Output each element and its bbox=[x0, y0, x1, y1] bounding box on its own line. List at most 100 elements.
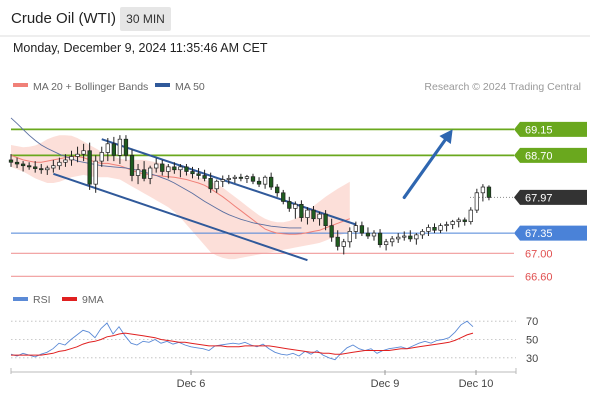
candle bbox=[148, 165, 153, 185]
candle bbox=[377, 229, 383, 248]
candle bbox=[305, 207, 310, 225]
candle bbox=[117, 135, 123, 164]
candle bbox=[160, 159, 165, 176]
candle-body bbox=[129, 154, 135, 176]
candle bbox=[462, 217, 467, 226]
price-levels bbox=[11, 128, 514, 277]
ma9-legend-swatch bbox=[62, 297, 77, 301]
candle-body bbox=[238, 176, 244, 179]
candle-body bbox=[14, 161, 20, 165]
rsi-tick-50: 50 bbox=[526, 335, 538, 347]
candle bbox=[75, 146, 80, 163]
candle-body bbox=[69, 156, 74, 161]
level-label-66.60: 66.60 bbox=[525, 271, 553, 283]
candle-body bbox=[420, 231, 425, 236]
candle-body bbox=[353, 225, 358, 232]
ma9-legend-label: 9MA bbox=[82, 294, 104, 306]
candle-body bbox=[33, 166, 38, 169]
candle-body bbox=[474, 192, 479, 211]
candle bbox=[20, 161, 26, 172]
candle-body bbox=[287, 201, 292, 209]
candle bbox=[359, 221, 365, 237]
candle-body bbox=[172, 166, 177, 171]
rsi-line bbox=[10, 320, 474, 361]
candle bbox=[311, 206, 316, 222]
candle bbox=[474, 188, 479, 213]
candle-body bbox=[341, 241, 346, 247]
level-tag-68.70 bbox=[514, 147, 587, 163]
candle-body bbox=[20, 163, 26, 167]
candle bbox=[426, 224, 431, 237]
ma20-legend-label: MA 20 + Bollinger Bands bbox=[33, 81, 148, 93]
level-label-67.35: 67.35 bbox=[525, 228, 553, 240]
candle-body bbox=[232, 176, 238, 179]
candle bbox=[468, 207, 473, 225]
candle-body bbox=[480, 186, 486, 194]
candlesticks bbox=[8, 135, 492, 255]
candle bbox=[196, 168, 201, 180]
candle bbox=[93, 155, 98, 193]
candle bbox=[8, 154, 14, 167]
rsi-tick-30: 30 bbox=[526, 353, 538, 365]
candle bbox=[14, 157, 20, 169]
candle-body bbox=[214, 180, 219, 190]
candle bbox=[269, 172, 274, 190]
candle bbox=[402, 231, 407, 241]
candle-body bbox=[305, 209, 310, 218]
candle bbox=[256, 177, 262, 188]
candle-body bbox=[432, 227, 437, 231]
candle bbox=[232, 174, 238, 183]
candle-body bbox=[359, 225, 365, 234]
timeframe-badge[interactable] bbox=[120, 7, 171, 31]
arrow-head bbox=[439, 129, 453, 145]
candle-body bbox=[323, 213, 328, 226]
candle bbox=[172, 162, 177, 174]
candle bbox=[293, 201, 298, 219]
candle-body bbox=[105, 143, 110, 153]
candle bbox=[87, 142, 92, 190]
candle-body bbox=[329, 225, 334, 238]
candle bbox=[226, 174, 231, 185]
candle-body bbox=[377, 232, 383, 246]
candle bbox=[135, 163, 141, 185]
candle bbox=[486, 185, 492, 201]
candle-body bbox=[202, 175, 207, 179]
candle-body bbox=[154, 163, 159, 169]
candle-body bbox=[87, 150, 92, 185]
rsi-legend-swatch bbox=[13, 297, 28, 301]
candle-body bbox=[262, 176, 268, 185]
candle bbox=[39, 163, 44, 174]
candle-body bbox=[141, 169, 147, 179]
candle bbox=[396, 233, 401, 243]
level-tag-67.35 bbox=[514, 225, 587, 241]
rsi-legend-label: RSI bbox=[33, 294, 51, 306]
candle-body bbox=[51, 165, 56, 169]
candle bbox=[323, 210, 328, 231]
candle-body bbox=[365, 232, 371, 237]
level-tag-67.97 bbox=[514, 189, 587, 205]
level-tag-69.15 bbox=[514, 121, 587, 137]
candle bbox=[353, 221, 358, 239]
candle bbox=[438, 223, 443, 234]
candle-body bbox=[281, 192, 286, 202]
candle-body bbox=[99, 152, 104, 162]
level-label-69.15: 69.15 bbox=[525, 124, 553, 136]
projection-arrow bbox=[402, 129, 453, 200]
candle bbox=[129, 149, 135, 182]
candle-body bbox=[123, 138, 129, 156]
candle-body bbox=[27, 165, 32, 168]
rsi-ma-line bbox=[11, 332, 474, 356]
candle bbox=[57, 157, 62, 170]
candle bbox=[208, 172, 213, 193]
candle bbox=[166, 163, 171, 179]
candle bbox=[432, 223, 437, 234]
candle-body bbox=[450, 221, 455, 225]
candle-body bbox=[468, 209, 473, 222]
candle bbox=[33, 161, 38, 173]
time-label-Dec-6: Dec 6 bbox=[177, 378, 206, 390]
candle bbox=[51, 159, 56, 173]
candle bbox=[299, 200, 304, 222]
timeframe-label: 30 MIN bbox=[126, 12, 165, 26]
candle-body bbox=[390, 238, 395, 243]
candle bbox=[250, 173, 256, 185]
